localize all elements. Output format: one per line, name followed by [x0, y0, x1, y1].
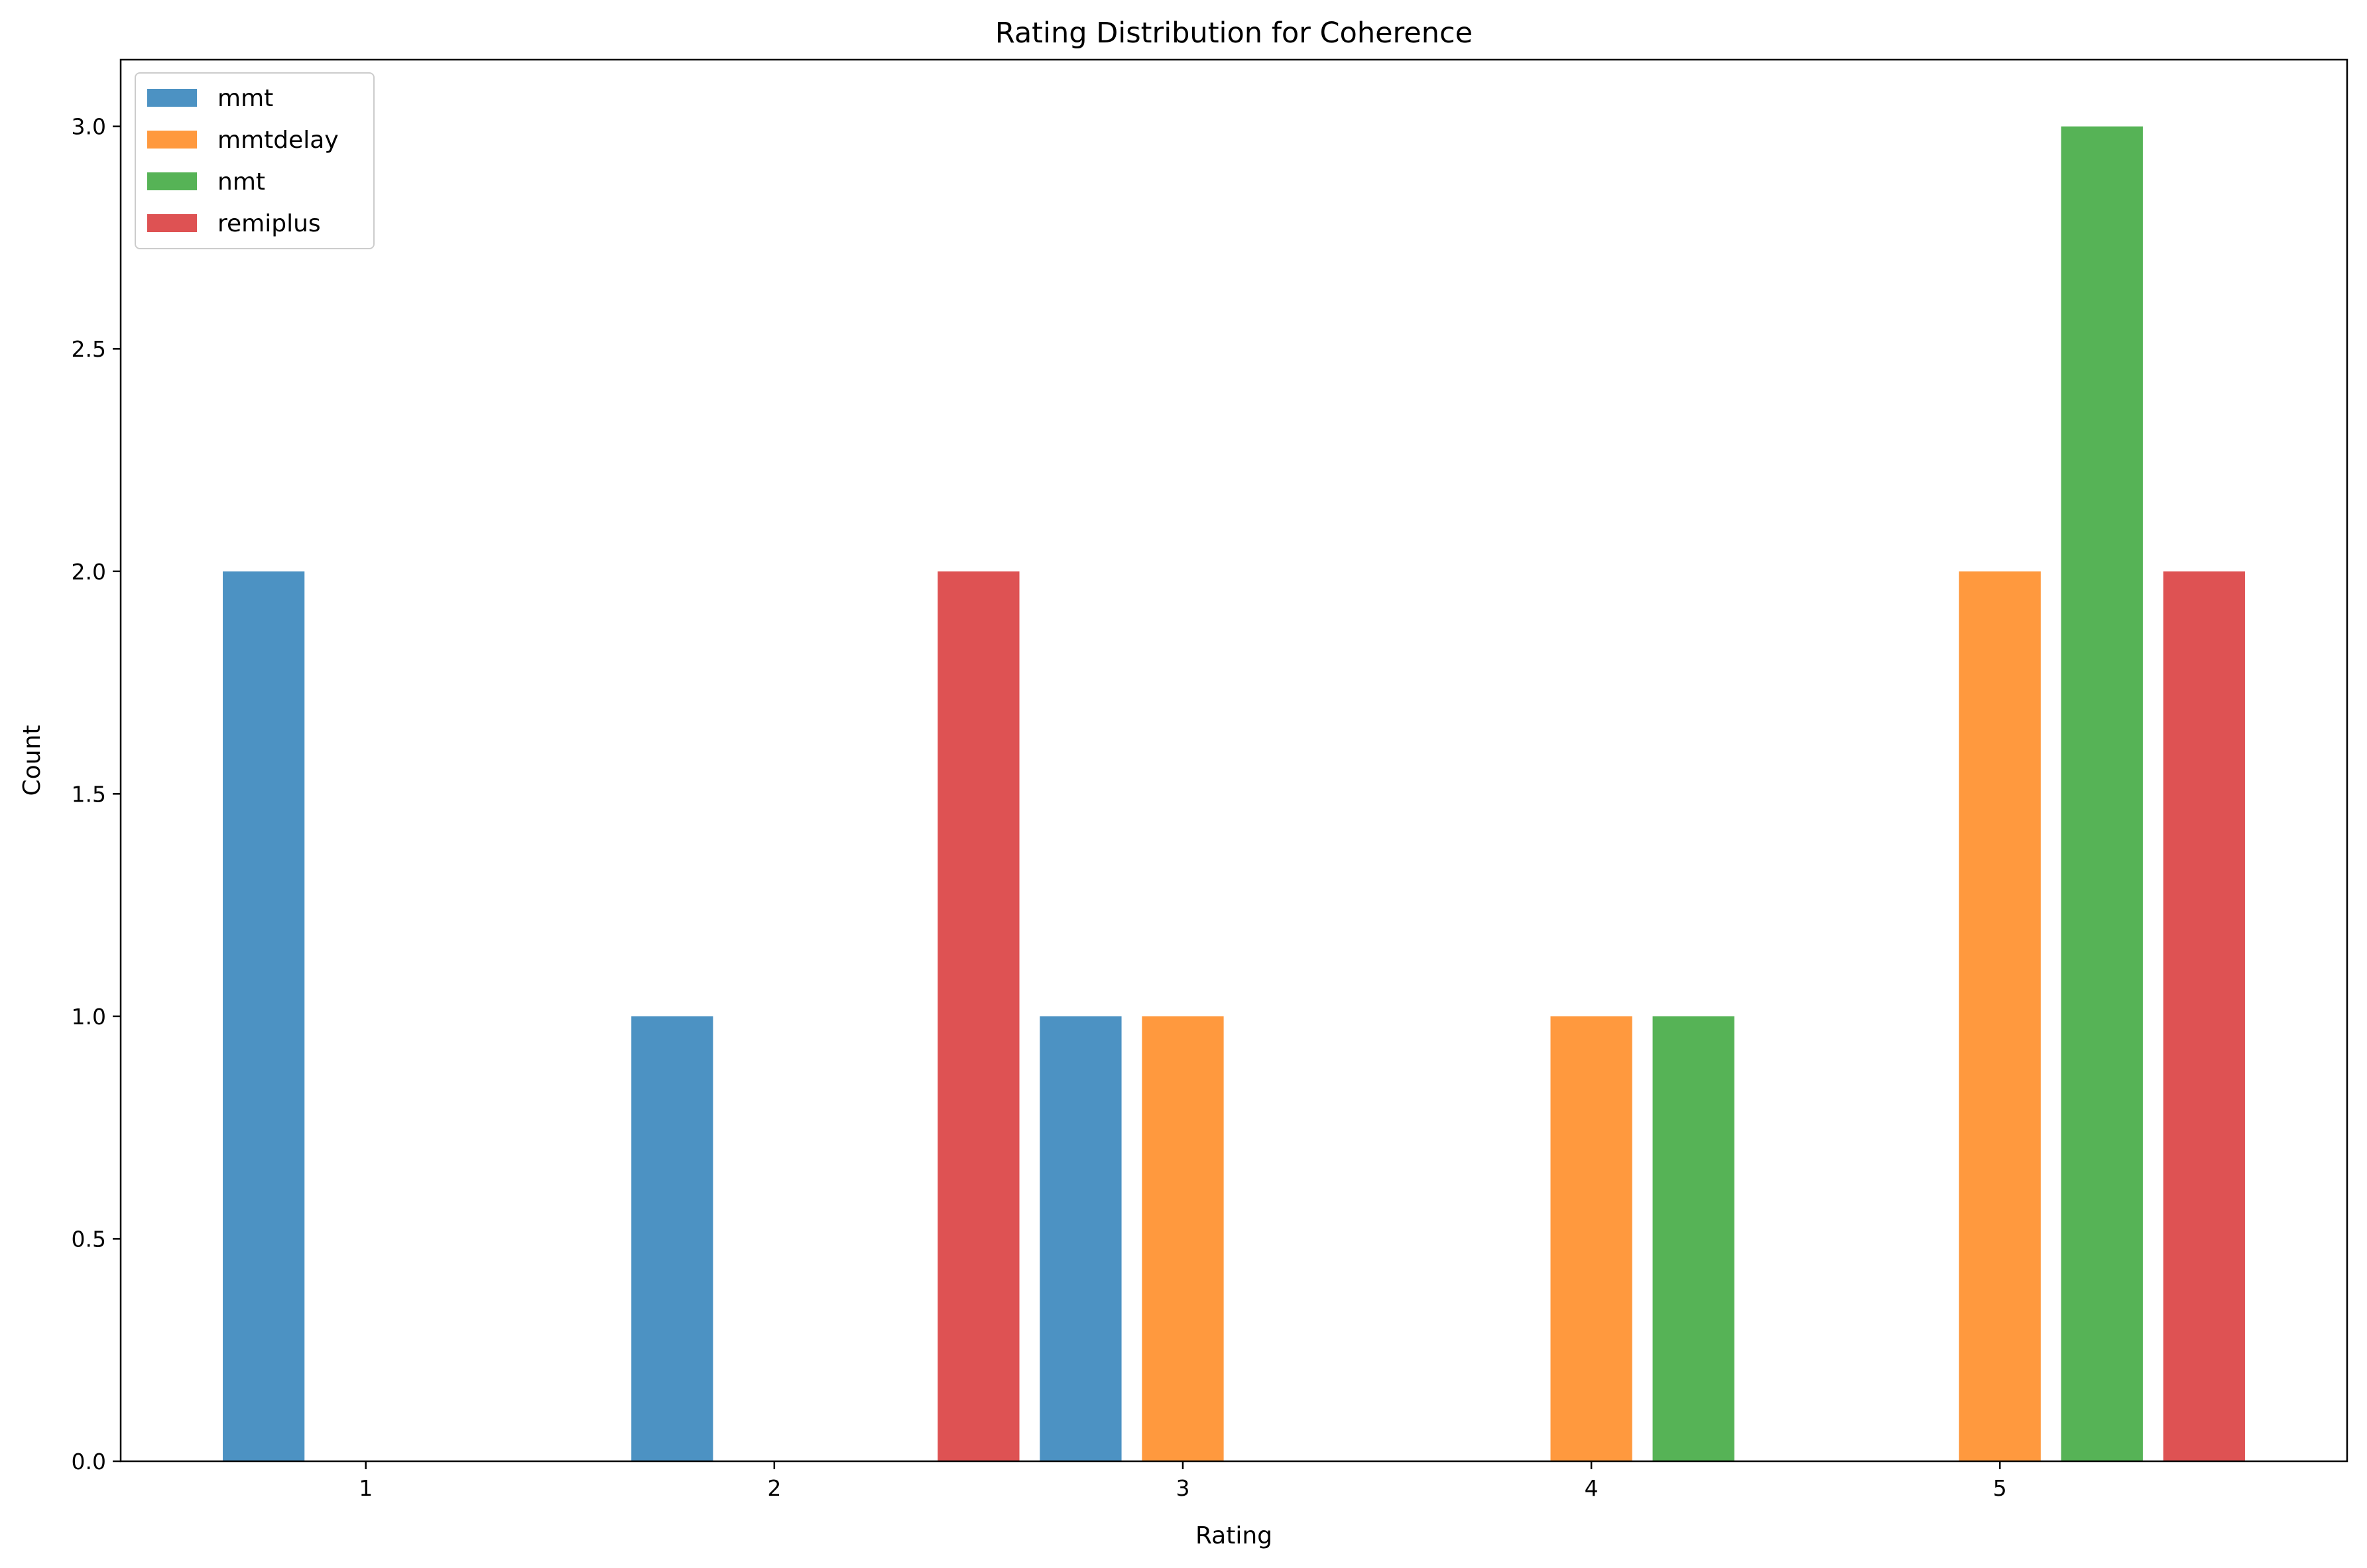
legend-swatch-mmtdelay — [147, 131, 197, 149]
legend: mmt mmtdelay nmt remiplus — [135, 72, 375, 249]
x-tick-label: 3 — [1176, 1475, 1189, 1501]
y-tick-label: 3.0 — [72, 114, 106, 140]
legend-label-nmt: nmt — [217, 168, 265, 196]
bars-group — [223, 126, 2245, 1462]
legend-frame — [135, 72, 375, 249]
y-tick-label: 1.0 — [72, 1004, 106, 1030]
bar-mmt-2 — [1040, 1016, 1122, 1461]
legend-swatch-mmt — [147, 89, 197, 107]
legend-swatch-nmt — [147, 172, 197, 190]
legend-label-mmtdelay: mmtdelay — [217, 127, 339, 154]
legend-label-mmt: mmt — [217, 85, 273, 112]
plot-frame — [119, 58, 2348, 1463]
x-ticks-group: 1 2 3 4 5 — [359, 1461, 2007, 1501]
y-ticks-group: 0.0 0.5 1.0 1.5 2.0 2.5 3.0 — [72, 114, 121, 1475]
bar-remiplus-0 — [938, 571, 1020, 1461]
y-tick-label: 2.5 — [72, 336, 106, 362]
x-tick-label: 1 — [359, 1475, 373, 1501]
bar-remiplus-1 — [2163, 571, 2245, 1461]
chart-title: Rating Distribution for Coherence — [995, 17, 1473, 50]
bar-nmt-1 — [2061, 126, 2143, 1462]
y-tick-label: 1.5 — [72, 781, 106, 807]
bar-mmt-1 — [631, 1016, 713, 1461]
x-tick-label: 4 — [1585, 1475, 1599, 1501]
y-tick-label: 0.0 — [72, 1449, 106, 1475]
bar-mmt-0 — [223, 571, 305, 1461]
bar-mmtdelay-0 — [1142, 1016, 1224, 1461]
bar-mmtdelay-2 — [1959, 571, 2041, 1461]
y-tick-label: 0.5 — [72, 1226, 106, 1252]
y-axis-label: Count — [19, 725, 46, 796]
x-axis-label: Rating — [1195, 1522, 1272, 1549]
bar-mmtdelay-1 — [1550, 1016, 1632, 1461]
legend-label-remiplus: remiplus — [217, 210, 321, 237]
x-tick-label: 2 — [767, 1475, 781, 1501]
y-tick-label: 2.0 — [72, 559, 106, 585]
bar-nmt-0 — [1652, 1016, 1734, 1461]
x-tick-label: 5 — [1993, 1475, 2007, 1501]
legend-swatch-remiplus — [147, 214, 197, 232]
